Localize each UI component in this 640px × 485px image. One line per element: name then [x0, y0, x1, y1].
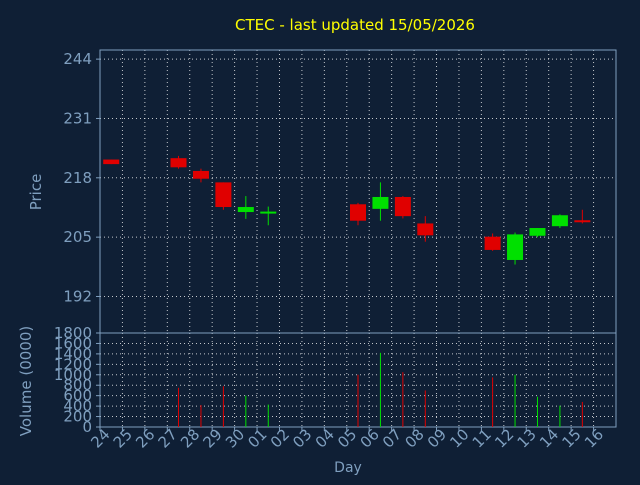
candle-body: [372, 196, 389, 209]
x-axis-ticks: 2425262728293001020304050607080910111213…: [87, 425, 607, 451]
candle-body: [417, 223, 434, 236]
price-grid: [100, 50, 616, 333]
candle-body: [574, 220, 591, 223]
price-tick-label: 205: [63, 228, 92, 246]
volume-tick-label: 1600: [54, 334, 92, 352]
candle-body: [170, 158, 187, 168]
price-tick-label: 244: [63, 50, 92, 68]
candle-body: [507, 234, 524, 260]
candle-body: [350, 204, 366, 221]
y-axis-label: Price: [27, 174, 45, 211]
candles: [103, 155, 591, 265]
volume-tick-label: 400: [63, 397, 92, 415]
volume-tick-label: 1000: [54, 366, 92, 384]
volume-axis-label: Volume (0000): [17, 326, 35, 436]
candle-body: [394, 196, 411, 217]
candle-body: [529, 228, 546, 236]
candle-body: [237, 207, 254, 213]
x-tick-label: 16: [581, 425, 607, 451]
volume-tick-label: 1400: [54, 345, 92, 363]
candle-body: [484, 236, 501, 250]
volume-tick-label: 800: [63, 376, 92, 394]
volume-tick-label: 1800: [54, 324, 92, 342]
chart-title: CTEC - last updated 15/05/2026: [235, 16, 475, 34]
candle-body: [103, 159, 120, 165]
price-tick-label: 192: [63, 287, 92, 305]
candle-body: [215, 182, 232, 208]
volume-tick-label: 200: [63, 408, 92, 426]
volume-tick-label: 0: [82, 418, 92, 436]
price-tick-label: 218: [63, 169, 92, 187]
candle-body: [192, 170, 209, 179]
volume-tick-label: 600: [63, 387, 92, 405]
price-panel-frame: [99, 49, 617, 334]
price-tick-label: 231: [63, 109, 92, 127]
x-axis-label: Day: [334, 460, 362, 476]
price-axis-ticks: 192 205 218 231 244: [63, 50, 100, 305]
candle-body: [260, 211, 277, 214]
candle-body: [551, 215, 568, 227]
volume-bars: [178, 352, 583, 427]
volume-tick-label: 1200: [54, 355, 92, 373]
